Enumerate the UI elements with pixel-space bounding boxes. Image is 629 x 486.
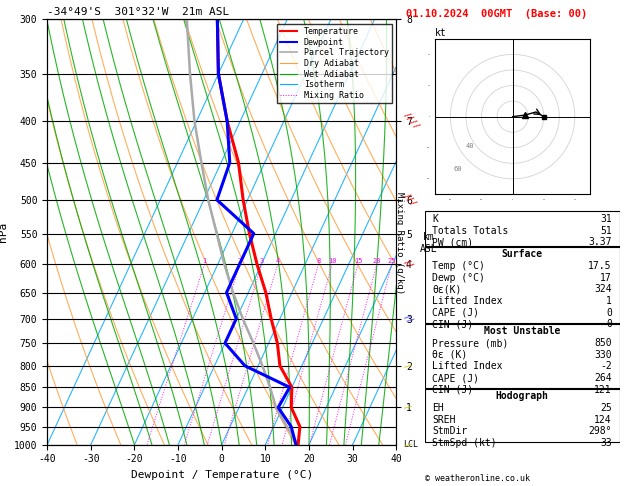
Text: 51: 51 [600,226,612,236]
Bar [425,211,620,246]
Text: 3.37: 3.37 [588,237,612,247]
Text: 298°: 298° [588,426,612,436]
Text: 8: 8 [316,258,321,264]
Text: /: / [401,403,411,412]
Text: CAPE (J): CAPE (J) [432,373,479,383]
Y-axis label: hPa: hPa [0,222,8,242]
Text: 264: 264 [594,373,612,383]
Text: -2: -2 [600,362,612,371]
Text: LCL: LCL [403,440,418,449]
Text: 31: 31 [600,214,612,224]
Text: CIN (J): CIN (J) [432,319,474,330]
Text: 124: 124 [594,415,612,425]
Text: 2: 2 [238,258,242,264]
Text: 1: 1 [606,296,612,306]
Text: 20: 20 [372,258,381,264]
Text: 330: 330 [594,350,612,360]
Text: 121: 121 [594,385,612,395]
Text: K: K [432,214,438,224]
Text: Dewp (°C): Dewp (°C) [432,273,485,283]
X-axis label: Dewpoint / Temperature (°C): Dewpoint / Temperature (°C) [131,470,313,480]
Text: StmDir: StmDir [432,426,467,436]
Text: 25: 25 [387,258,396,264]
Text: Pressure (mb): Pressure (mb) [432,338,509,348]
Text: 17.5: 17.5 [588,261,612,271]
Bar [425,325,620,388]
Text: 40: 40 [466,143,474,149]
Text: 15: 15 [353,258,362,264]
Text: © weatheronline.co.uk: © weatheronline.co.uk [425,474,530,483]
Text: 60: 60 [454,166,462,172]
Text: Mixing Ratio (g/kg): Mixing Ratio (g/kg) [395,192,404,294]
Text: CAPE (J): CAPE (J) [432,308,479,318]
Text: Temp (°C): Temp (°C) [432,261,485,271]
Bar [425,389,620,442]
Text: 25: 25 [600,403,612,413]
Y-axis label: km
ASL: km ASL [420,232,437,254]
Text: Totals Totals: Totals Totals [432,226,509,236]
Text: 0: 0 [606,319,612,330]
Text: //: // [401,312,415,326]
Text: 0: 0 [606,308,612,318]
Text: 850: 850 [594,338,612,348]
Text: EH: EH [432,403,444,413]
Text: Hodograph: Hodograph [496,391,548,401]
Text: θε(K): θε(K) [432,284,462,295]
Text: ////: //// [401,110,421,132]
Legend: Temperature, Dewpoint, Parcel Trajectory, Dry Adiabat, Wet Adiabat, Isotherm, Mi: Temperature, Dewpoint, Parcel Trajectory… [277,24,392,103]
Text: 17: 17 [600,273,612,283]
Text: Surface: Surface [501,249,543,260]
Text: Lifted Index: Lifted Index [432,296,503,306]
Bar [425,247,620,323]
Text: Lifted Index: Lifted Index [432,362,503,371]
Text: StmSpd (kt): StmSpd (kt) [432,438,497,448]
Text: θε (K): θε (K) [432,350,467,360]
Text: -34°49'S  301°32'W  21m ASL: -34°49'S 301°32'W 21m ASL [47,7,230,17]
Text: 1: 1 [203,258,206,264]
Text: SREH: SREH [432,415,456,425]
Text: ///: /// [401,191,418,208]
Text: 33: 33 [600,438,612,448]
Text: CIN (J): CIN (J) [432,385,474,395]
Text: //: // [401,258,415,271]
Text: 324: 324 [594,284,612,295]
Text: Most Unstable: Most Unstable [484,327,560,336]
Text: /: / [401,361,411,371]
Text: 4: 4 [276,258,280,264]
Text: 10: 10 [328,258,337,264]
Text: kt: kt [435,28,447,38]
Text: /: / [401,440,411,450]
Text: 3: 3 [260,258,264,264]
Text: 01.10.2024  00GMT  (Base: 00): 01.10.2024 00GMT (Base: 00) [406,9,587,19]
Text: PW (cm): PW (cm) [432,237,474,247]
